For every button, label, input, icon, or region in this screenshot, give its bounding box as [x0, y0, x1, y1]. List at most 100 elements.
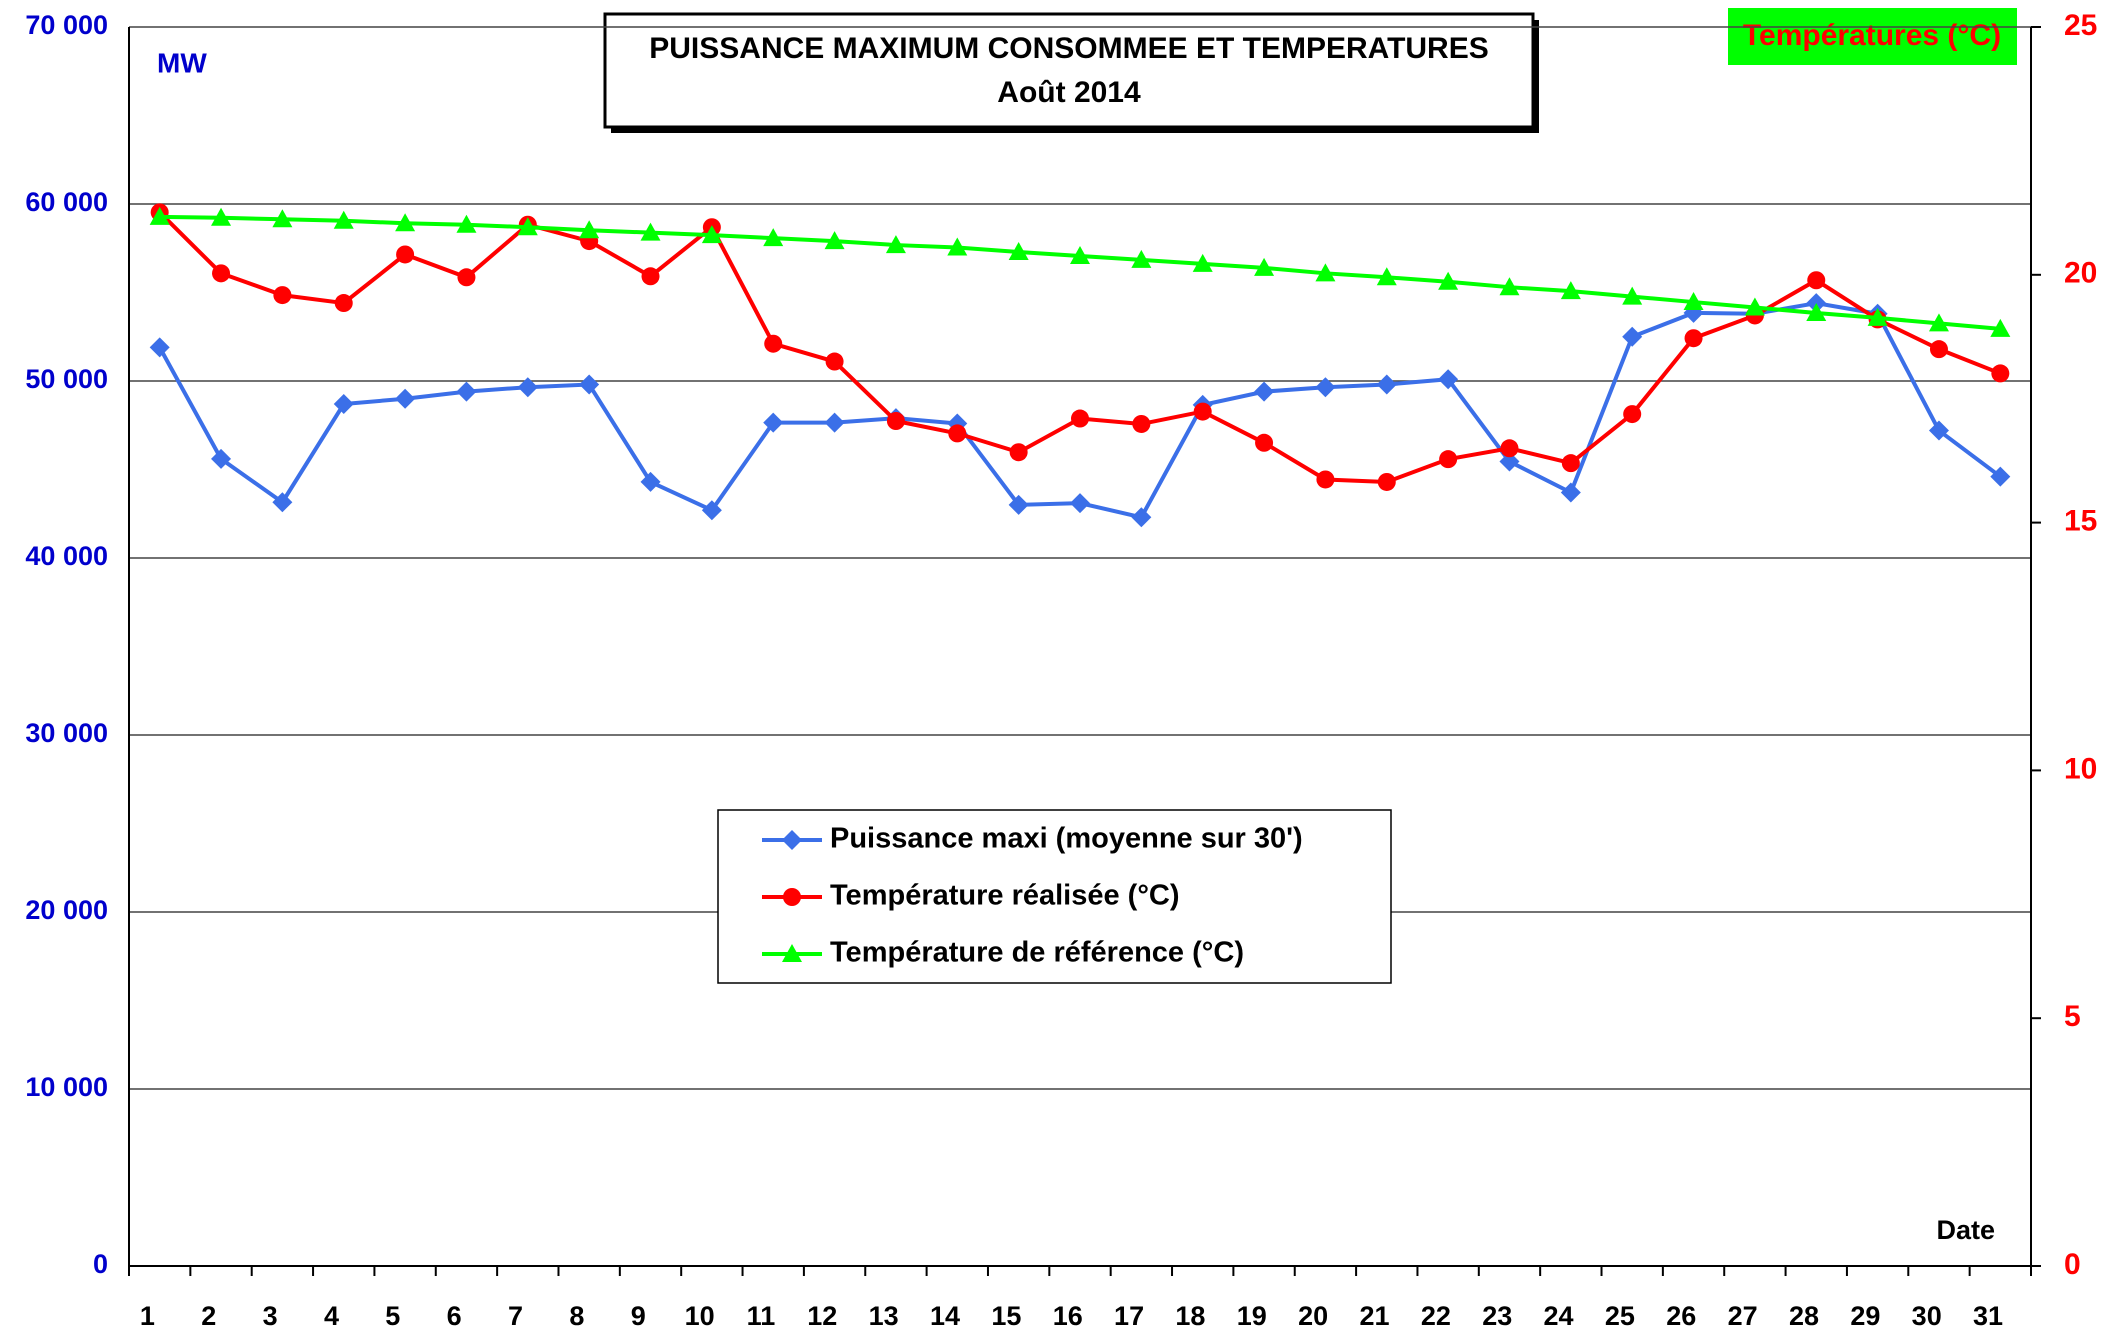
data-point [579, 374, 600, 395]
y-tick-label: 30 000 [25, 718, 108, 748]
data-point [1377, 472, 1396, 491]
data-point [641, 267, 660, 286]
y2-tick-label: 0 [2064, 1248, 2081, 1281]
y-tick-label: 70 000 [25, 10, 108, 40]
data-point [1131, 249, 1152, 268]
data-point [1561, 454, 1580, 473]
x-tick-label: 1 [140, 1301, 155, 1331]
data-point [1316, 470, 1335, 489]
data-point [396, 245, 415, 264]
legend-label: Puissance maxi (moyenne sur 30') [830, 823, 1303, 855]
data-point [1254, 381, 1275, 402]
data-point [701, 225, 722, 244]
x-tick-label: 30 [1912, 1301, 1942, 1331]
data-point [1684, 329, 1703, 348]
y-tick-label: 10 000 [25, 1072, 108, 1102]
x-tick-label: 14 [930, 1301, 960, 1331]
data-point [334, 294, 353, 313]
data-point [1193, 402, 1212, 421]
y2-tick-label: 10 [2064, 752, 2097, 785]
data-point [1070, 245, 1090, 264]
x-tick-label: 4 [324, 1301, 339, 1331]
data-point [1867, 307, 1888, 326]
data-point [1683, 292, 1704, 311]
data-point [1438, 369, 1459, 390]
data-point [1806, 302, 1827, 321]
data-point [1254, 257, 1275, 276]
x-tick-label: 7 [508, 1301, 523, 1331]
y-tick-label: 0 [93, 1249, 108, 1279]
data-point [457, 268, 476, 287]
data-point [1807, 271, 1826, 290]
data-point [1928, 420, 1949, 441]
x-tick-label: 16 [1053, 1301, 1083, 1331]
x-tick-label: 20 [1298, 1301, 1328, 1331]
data-point [456, 214, 477, 233]
x-tick-label: 12 [807, 1301, 837, 1331]
legend-label: Température réalisée (°C) [830, 880, 1180, 912]
y2-tick-label: 15 [2064, 505, 2097, 538]
data-point [456, 381, 477, 402]
data-point [211, 448, 232, 469]
data-point [1560, 281, 1581, 300]
y-axis-label: MW [157, 47, 207, 78]
data-point [1990, 466, 2011, 487]
data-point [149, 337, 170, 358]
data-point [1622, 326, 1643, 347]
y-tick-label: 20 000 [25, 895, 108, 925]
data-point [763, 412, 784, 433]
data-point [333, 210, 354, 229]
x-tick-label: 22 [1421, 1301, 1451, 1331]
data-point [1929, 340, 1948, 359]
data-point [701, 500, 722, 521]
data-point [1928, 313, 1949, 332]
data-point [1315, 263, 1336, 282]
data-point [1008, 242, 1029, 261]
y2-tick-label: 25 [2064, 9, 2097, 42]
data-point [764, 334, 783, 353]
legend-label: Température de référence (°C) [830, 937, 1244, 969]
data-point [885, 235, 906, 254]
x-tick-label: 29 [1850, 1301, 1880, 1331]
x-tick-label: 17 [1114, 1301, 1144, 1331]
data-point [517, 217, 538, 236]
data-point [1623, 405, 1642, 424]
data-point [1744, 297, 1765, 316]
y2-tick-label: 20 [2064, 257, 2097, 290]
x-tick-label: 21 [1359, 1301, 1389, 1331]
legend-box [717, 809, 1392, 984]
chart-title: PUISSANCE MAXIMUM CONSOMMEE ET TEMPERATU… [649, 32, 1489, 65]
data-point [1991, 364, 2010, 383]
data-point [1560, 482, 1581, 503]
y-tick-label: 60 000 [25, 187, 108, 217]
data-point [395, 388, 416, 409]
data-point [211, 207, 232, 226]
y2-label-box [1728, 8, 2017, 65]
data-point [1132, 414, 1151, 433]
x-tick-label: 9 [631, 1301, 646, 1331]
data-point [640, 222, 661, 241]
x-tick-label: 10 [685, 1301, 715, 1331]
x-axis-label: Date [1936, 1215, 1995, 1245]
y2-axis-label: Températures (°C) [1743, 19, 2001, 52]
x-tick-label: 3 [263, 1301, 278, 1331]
y2-tick-label: 5 [2064, 1000, 2081, 1033]
data-point [1070, 493, 1090, 514]
x-tick-label: 31 [1973, 1301, 2003, 1331]
data-point [1990, 318, 2011, 337]
legend-marker [782, 830, 802, 850]
x-tick-label: 24 [1544, 1301, 1574, 1331]
data-point [1315, 377, 1336, 398]
x-tick-label: 13 [869, 1301, 899, 1331]
data-point [517, 377, 538, 398]
data-point [1439, 450, 1458, 469]
y-tick-label: 50 000 [25, 364, 108, 394]
data-point [273, 286, 292, 305]
data-point [1500, 439, 1519, 458]
data-point [886, 412, 905, 431]
data-point [948, 424, 967, 443]
x-tick-label: 27 [1728, 1301, 1758, 1331]
data-point [947, 237, 968, 256]
legend-marker [783, 888, 801, 906]
